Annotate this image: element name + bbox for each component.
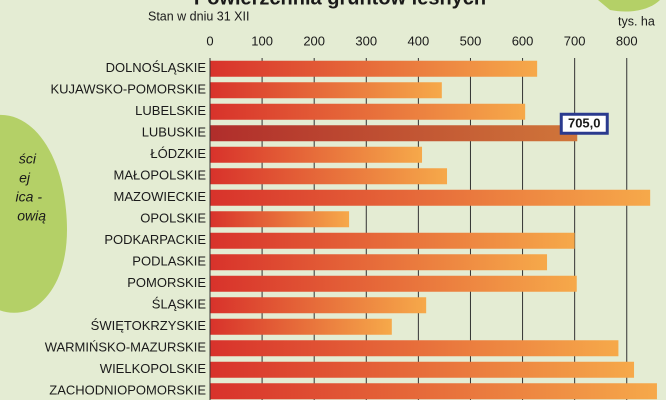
y-tick-label: MAŁOPOLSKIE <box>114 168 207 183</box>
x-tick-label: 0 <box>206 33 213 48</box>
y-tick-label: WIELKOPOLSKIE <box>100 361 207 376</box>
y-tick-label: ŚLĄSKIE <box>152 297 207 312</box>
bar <box>210 340 618 356</box>
y-tick-label: OPOLSKIE <box>140 211 206 226</box>
unit: tys. ha <box>618 14 655 28</box>
bar <box>210 190 650 206</box>
y-tick-label: MAZOWIECKIE <box>114 189 207 204</box>
y-tick-label: LUBUSKIE <box>142 125 207 140</box>
bar <box>210 297 426 313</box>
x-tick-label: 700 <box>564 33 586 48</box>
value-label: 705,0 <box>568 116 601 131</box>
chart: Powierzchnia gruntów leśnych Stan w dniu… <box>0 0 666 400</box>
y-tick-label: KUJAWSKO-POMORSKIE <box>50 82 206 97</box>
subtitle: Stan w dniu 31 XII <box>148 9 249 23</box>
y-tick-label: DOLNOŚLĄSKIE <box>106 60 207 75</box>
y-tick-label: PODLASKIE <box>132 254 206 269</box>
y-tick-label: PODKARPACKIE <box>104 232 206 247</box>
side-text: owią <box>17 208 46 224</box>
bar <box>210 61 537 77</box>
x-tick-label: 300 <box>355 33 377 48</box>
x-tick-label: 200 <box>303 33 325 48</box>
bar <box>210 104 525 120</box>
y-tick-label: ZACHODNIOPOMORSKIE <box>49 383 206 398</box>
bar <box>210 362 634 378</box>
x-tick-label: 400 <box>408 33 430 48</box>
side-text: ej <box>19 170 31 186</box>
bar <box>210 211 349 227</box>
bar <box>210 319 392 335</box>
bar <box>210 168 447 184</box>
x-tick-label: 500 <box>460 33 482 48</box>
bar <box>210 383 657 399</box>
y-tick-label: LUBELSKIE <box>135 103 206 118</box>
x-tick-label: 600 <box>512 33 534 48</box>
bar <box>210 82 442 98</box>
bar <box>210 233 575 249</box>
y-tick-label: ŚWIĘTOKRZYSKIE <box>91 318 207 333</box>
y-tick-label: WARMIŃSKO-MAZURSKIE <box>45 340 207 355</box>
x-tick-label: 800 <box>616 33 638 48</box>
y-tick-label: POMORSKIE <box>127 275 206 290</box>
bar <box>210 147 422 163</box>
bar <box>210 276 577 292</box>
bar <box>210 125 577 141</box>
y-tick-label: ŁÓDZKIE <box>150 146 206 161</box>
side-text: ica - <box>16 189 43 205</box>
bar <box>210 254 547 270</box>
x-tick-label: 100 <box>251 33 273 48</box>
chart-title: Powierzchnia gruntów leśnych <box>194 0 486 9</box>
side-text: ści <box>19 151 37 167</box>
